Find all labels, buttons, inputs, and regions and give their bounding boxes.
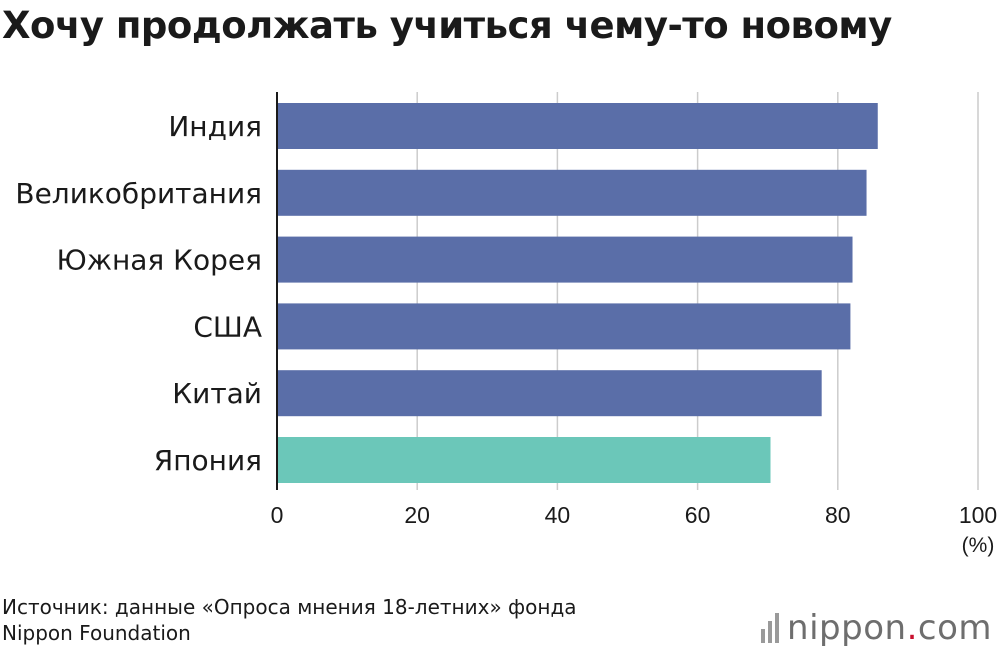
bar-1 [277,169,867,216]
gridlines [416,92,979,490]
category-label: Великобритания [15,177,262,210]
source-line-1: Источник: данные «Опроса мнения 18-летни… [2,595,577,619]
x-tick-label: 20 [404,502,430,528]
x-unit-label: (%) [962,534,995,557]
brand-name: nippon [787,608,907,648]
x-tick-label: 60 [685,502,711,528]
bar-5 [277,437,771,483]
x-tick-label: 80 [825,502,851,528]
source-note: Источник: данные «Опроса мнения 18-летни… [2,594,577,646]
category-label: Южная Корея [56,244,262,277]
brand-dot: . [906,608,918,648]
bar-4 [277,370,822,417]
brand-bars-icon [761,613,780,643]
x-tick-label: 100 [959,502,997,528]
x-tick-label: 0 [271,502,284,528]
category-label: Индия [168,110,262,143]
bars [277,103,878,483]
bar-0 [277,103,878,149]
chart-title: Хочу продолжать учиться чему-то новому [2,4,892,47]
source-line-2: Nippon Foundation [2,621,191,645]
brand-suffix: com [917,608,992,648]
category-label: США [193,310,262,343]
category-label: Япония [154,444,262,477]
bar-chart: Индия Великобритания Южная Корея США Китай Яп… [15,92,998,557]
bar-3 [277,303,851,350]
category-label: Китай [172,377,262,410]
x-tick-label: 40 [545,502,571,528]
x-tick-labels: 0 20 40 60 80 100 [271,502,998,528]
bar-2 [277,236,853,283]
category-labels: Индия Великобритания Южная Корея США Китай Яп… [15,110,262,477]
brand-logo: nippon. com [761,608,992,648]
